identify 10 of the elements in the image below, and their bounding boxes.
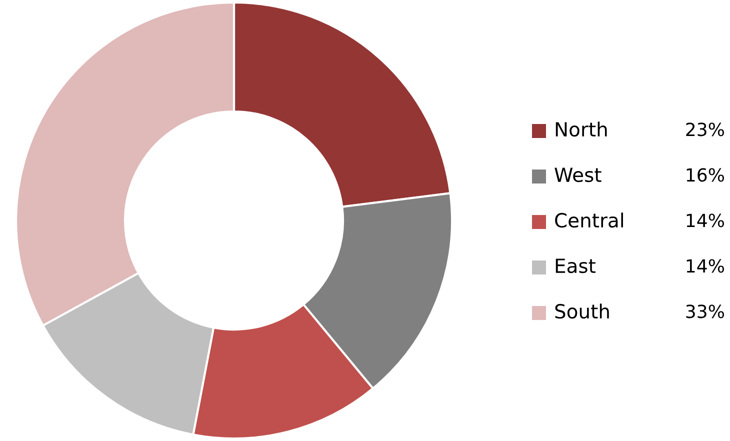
data-label: 23% xyxy=(686,122,724,136)
data-label: 14% xyxy=(686,259,724,273)
legend-label: North xyxy=(556,122,607,137)
legend-label: South xyxy=(555,304,609,319)
legend-label: East xyxy=(556,258,596,274)
data-label: 16% xyxy=(686,168,724,182)
legend-label: West xyxy=(554,168,602,182)
legend-label: Central xyxy=(555,212,623,228)
data-label: 33% xyxy=(686,304,724,318)
data-label: 14% xyxy=(686,214,724,228)
